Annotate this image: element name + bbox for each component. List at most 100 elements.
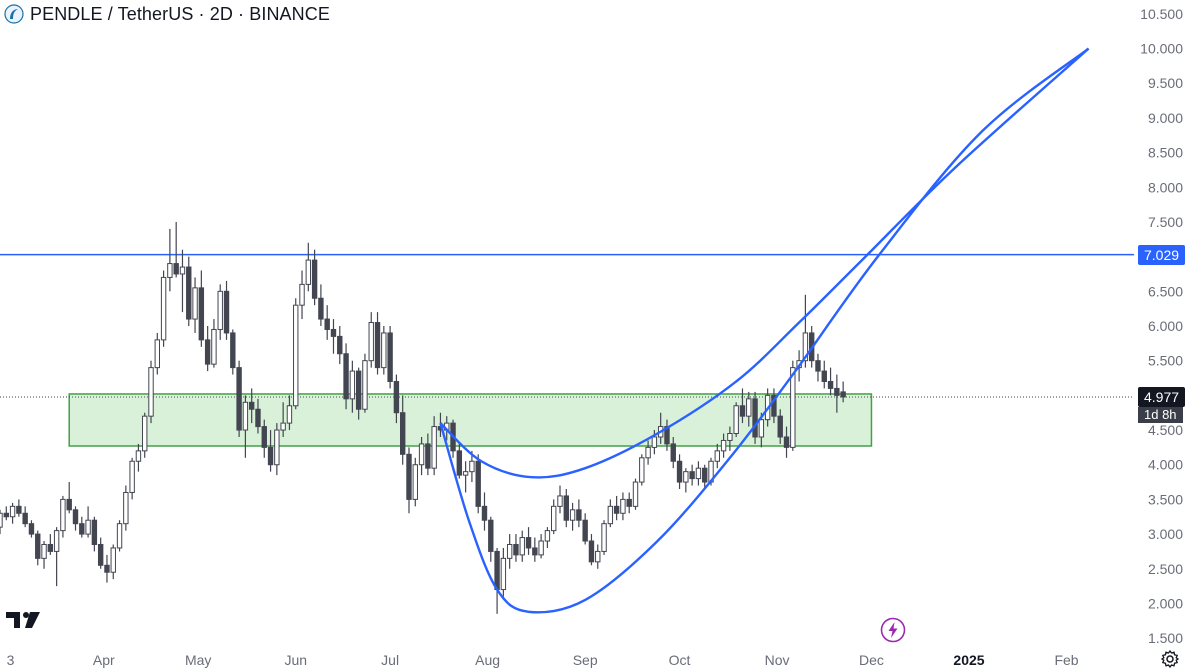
candle-body bbox=[802, 332, 809, 362]
candle-body bbox=[129, 460, 135, 493]
tradingview-logo-icon[interactable] bbox=[6, 608, 42, 632]
candle-body bbox=[22, 512, 28, 525]
candle bbox=[337, 326, 343, 365]
candle-body bbox=[53, 530, 60, 552]
candle bbox=[582, 513, 588, 545]
price-tick-label: 10.500 bbox=[1140, 6, 1183, 22]
candle bbox=[519, 530, 525, 562]
candle bbox=[362, 353, 368, 413]
price-tick-label: 5.500 bbox=[1148, 353, 1183, 369]
candle bbox=[167, 228, 173, 292]
candle bbox=[500, 547, 507, 597]
candle-body bbox=[425, 443, 431, 469]
candle-body bbox=[544, 530, 551, 542]
candle bbox=[676, 454, 683, 489]
candle bbox=[601, 520, 607, 555]
lightning-bolt-icon[interactable] bbox=[880, 617, 906, 643]
price-axis[interactable]: 1.5002.0002.5003.0003.5004.0004.5005.000… bbox=[1140, 6, 1183, 646]
candle bbox=[66, 482, 72, 514]
candle-body bbox=[305, 259, 312, 285]
price-tick-label: 9.500 bbox=[1148, 75, 1183, 91]
candle-body bbox=[236, 367, 242, 431]
price-tick-label: 1.500 bbox=[1148, 630, 1183, 646]
candle bbox=[746, 391, 752, 427]
candle bbox=[840, 381, 846, 403]
candle bbox=[525, 527, 532, 555]
candle bbox=[532, 537, 538, 562]
candle-body bbox=[374, 322, 381, 369]
candle bbox=[41, 541, 47, 569]
candle bbox=[154, 332, 161, 375]
candle-body bbox=[35, 533, 41, 559]
candle bbox=[204, 326, 211, 372]
candle-body bbox=[790, 367, 796, 448]
candle bbox=[129, 457, 135, 500]
candle bbox=[381, 326, 387, 375]
candle bbox=[85, 506, 91, 538]
candle bbox=[569, 502, 576, 531]
candle bbox=[733, 402, 739, 437]
candle-body bbox=[500, 557, 507, 591]
symbol-title[interactable]: PENDLE / TetherUS · 2D · BINANCE bbox=[30, 3, 330, 24]
candle-body bbox=[242, 401, 249, 431]
time-tick-label: Apr bbox=[93, 652, 115, 668]
candle bbox=[286, 395, 293, 431]
candle bbox=[425, 433, 431, 476]
candle-body bbox=[519, 537, 525, 556]
candle bbox=[186, 256, 192, 326]
candle-body bbox=[393, 380, 400, 414]
candle bbox=[827, 367, 834, 396]
candle bbox=[406, 447, 412, 514]
time-tick-label: Jun bbox=[284, 652, 307, 668]
candle-body bbox=[274, 429, 280, 466]
candle-body bbox=[47, 543, 54, 552]
candle-body bbox=[211, 328, 217, 365]
cup-curve-inner[interactable] bbox=[439, 47, 1090, 479]
candle-body bbox=[639, 457, 645, 483]
time-tick-label: Sep bbox=[573, 652, 598, 668]
candle-body bbox=[255, 408, 261, 428]
candle bbox=[418, 436, 425, 476]
candle-body bbox=[720, 439, 727, 452]
candle bbox=[198, 270, 205, 347]
price-tick-label: 6.000 bbox=[1148, 318, 1183, 334]
candle-body bbox=[368, 322, 374, 362]
candle bbox=[179, 249, 186, 313]
time-tick-label: Aug bbox=[475, 652, 500, 668]
candle bbox=[242, 395, 249, 458]
candle bbox=[110, 544, 116, 580]
candle bbox=[135, 443, 142, 472]
cup-curve-outer[interactable] bbox=[439, 47, 1090, 614]
candle-body bbox=[683, 471, 689, 483]
candle bbox=[506, 534, 513, 569]
candle bbox=[513, 534, 519, 562]
candle bbox=[551, 499, 557, 535]
candle-body bbox=[771, 394, 777, 417]
price-tick-label: 2.000 bbox=[1148, 595, 1183, 611]
candle-body bbox=[632, 481, 639, 507]
gear-icon[interactable] bbox=[1160, 649, 1180, 669]
candle bbox=[683, 468, 689, 493]
price-tick-label: 9.000 bbox=[1148, 110, 1183, 126]
candle bbox=[613, 495, 620, 521]
candle bbox=[349, 360, 356, 413]
candle-body bbox=[739, 405, 746, 417]
candle-body bbox=[758, 419, 765, 438]
candle bbox=[160, 270, 167, 347]
candle bbox=[557, 485, 563, 514]
time-axis[interactable]: 3 Apr May Jun Jul Aug Sep Oct Nov Dec 2025 Feb bbox=[7, 652, 1079, 668]
candle-body bbox=[582, 519, 588, 542]
candle-body bbox=[299, 283, 305, 306]
candle-body bbox=[399, 412, 406, 455]
candle-body bbox=[815, 360, 821, 372]
candle-body bbox=[645, 446, 651, 459]
candle bbox=[821, 360, 827, 389]
time-tick-label: May bbox=[185, 652, 211, 668]
candle-body bbox=[601, 523, 607, 552]
candle bbox=[324, 305, 330, 340]
candle-body bbox=[538, 540, 544, 556]
candle bbox=[607, 499, 614, 528]
candle bbox=[355, 367, 362, 420]
candle-body bbox=[431, 426, 437, 469]
